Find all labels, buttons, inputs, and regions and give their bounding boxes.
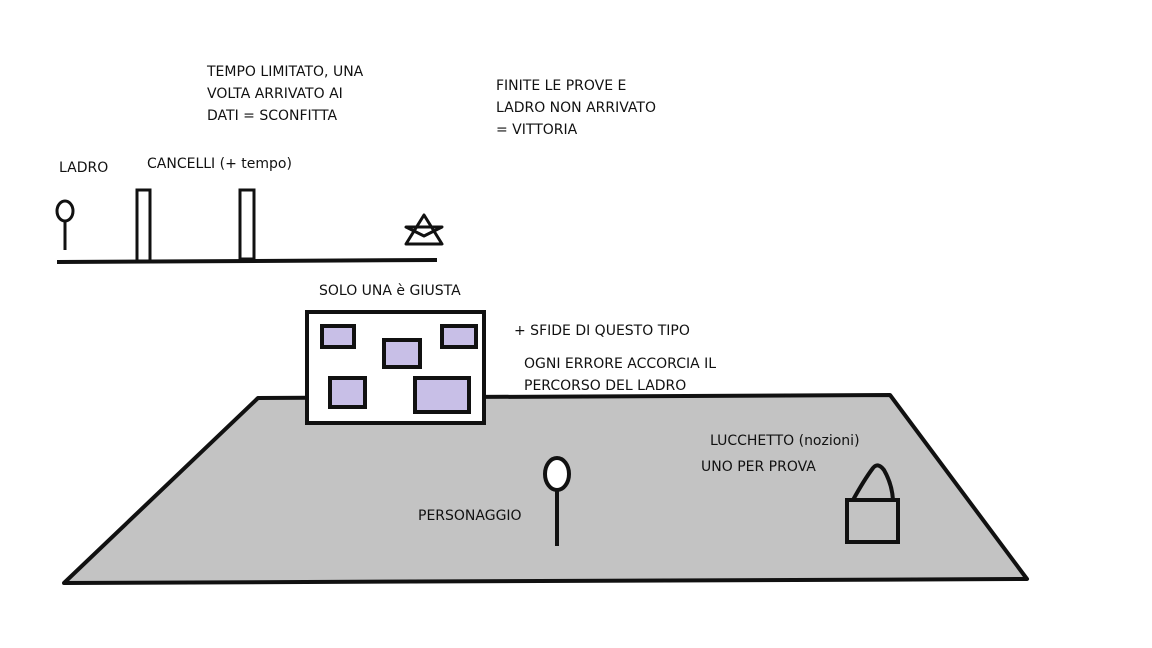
lock-note: UNO PER PROVA xyxy=(701,459,816,475)
quiz-title: SOLO UNA è GIUSTA xyxy=(319,283,461,299)
answer-box-5[interactable] xyxy=(413,376,471,414)
answer-box-3[interactable] xyxy=(440,324,478,349)
data-goal-star-icon xyxy=(404,213,444,246)
time-note-line-1: TEMPO LIMITATO, UNA xyxy=(207,64,364,80)
thief-label: LADRO xyxy=(59,160,109,176)
gate-2 xyxy=(238,188,256,261)
answer-box-4[interactable] xyxy=(328,376,367,409)
thief-path-line xyxy=(56,258,438,264)
error-note-line-1: OGNI ERRORE ACCORCIA IL xyxy=(524,356,717,372)
lock-label: LUCCHETTO (nozioni) xyxy=(710,433,860,449)
player-character-figure xyxy=(543,456,571,546)
time-note-line-2: VOLTA ARRIVATO AI xyxy=(207,86,343,102)
gate-1 xyxy=(135,188,152,263)
answer-box-1[interactable] xyxy=(320,324,356,349)
error-note: OGNI ERRORE ACCORCIA IL PERCORSO DEL LAD… xyxy=(524,353,716,397)
more-challenges-label: + SFIDE DI QUESTO TIPO xyxy=(514,323,690,339)
win-note-line-1: FINITE LE PROVE E xyxy=(496,78,627,94)
thief-figure xyxy=(55,199,75,250)
time-limit-note: TEMPO LIMITATO, UNA VOLTA ARRIVATO AI DA… xyxy=(207,61,363,127)
answer-box-2[interactable] xyxy=(382,338,422,369)
time-note-line-3: DATI = SCONFITTA xyxy=(207,108,338,124)
win-note-line-3: = VITTORIA xyxy=(496,122,578,138)
padlock-icon[interactable] xyxy=(845,463,900,544)
victory-note: FINITE LE PROVE E LADRO NON ARRIVATO = V… xyxy=(496,75,656,141)
floor-area xyxy=(62,393,1029,585)
character-label: PERSONAGGIO xyxy=(418,508,522,524)
win-note-line-2: LADRO NON ARRIVATO xyxy=(496,100,656,116)
error-note-line-2: PERCORSO DEL LADRO xyxy=(524,378,687,394)
gates-label: CANCELLI (+ tempo) xyxy=(147,156,292,172)
